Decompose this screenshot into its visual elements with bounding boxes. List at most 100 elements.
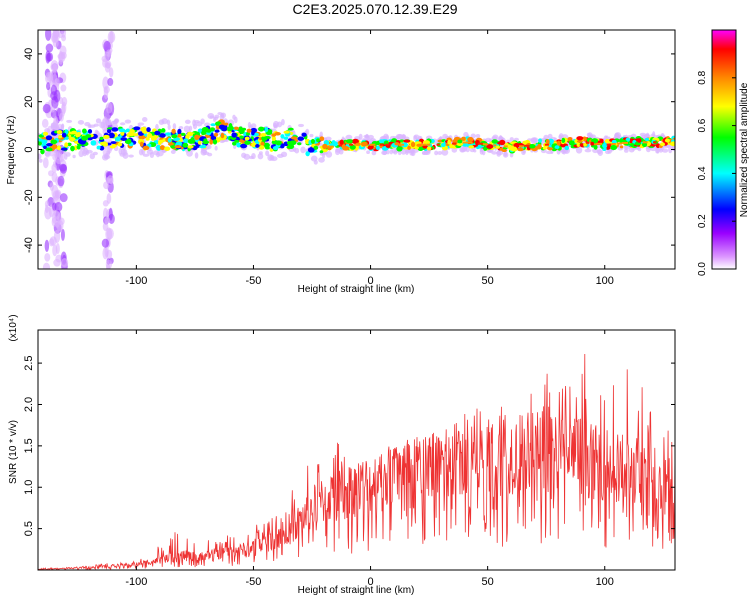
heatmap-halo [170,149,176,154]
heatmap-peak [493,144,497,147]
heatmap-cell [96,145,101,150]
heatmap-cell [138,135,146,140]
heatmap-blob [51,163,58,173]
heatmap-cell [201,126,209,133]
heatmap-cell [147,132,153,139]
heatmap-halo [298,123,304,128]
heatmap-halo [178,126,184,130]
heatmap-halo [243,153,251,160]
heatmap-cell [495,145,500,149]
heatmap-cell [461,136,466,142]
heatmap-cell [120,137,128,141]
heatmap-cell [611,139,617,145]
heatmap-halo [112,120,118,125]
heatmap-cell [322,143,328,150]
heatmap-cell [175,141,183,146]
heatmap-cell [75,132,81,138]
heatmap-blob [104,217,111,224]
heatmap-halo [158,119,165,126]
heatmap-cell [238,126,243,130]
y-tick-label: 40 [23,48,35,60]
heatmap-cell [56,129,63,135]
heatmap-cell [43,145,47,150]
heatmap-cell [287,143,295,150]
heatmap-blob [105,227,113,241]
heatmap-halo [597,149,604,156]
heatmap-peak [606,143,612,146]
heatmap-peak [328,145,334,148]
colorbar-tick-label: 0.8 [697,70,708,84]
heatmap-halo [309,133,314,138]
heatmap-peak [622,141,629,144]
heatmap-cell [342,146,350,151]
heatmap-blob [54,150,63,165]
heatmap-cell [64,142,69,148]
heatmap-peak [519,145,524,148]
heatmap-cell [194,134,200,141]
heatmap-halo [194,152,199,159]
heatmap-cell [590,141,595,146]
heatmap-cell [447,139,451,145]
heatmap-cell [407,145,411,150]
heatmap-cell [452,139,459,143]
heatmap-cell [367,145,374,150]
heatmap-halo [366,150,371,155]
heatmap-peak [379,143,384,146]
colorbar-tick-label: 0.6 [697,118,708,132]
heatmap-cell [244,140,251,145]
heatmap-cell [468,145,475,149]
heatmap-halo [50,122,58,129]
heatmap-cell [297,136,305,141]
heatmap-peak [642,141,648,144]
heatmap-halo [201,149,208,154]
y-tick-label: -40 [23,237,35,253]
heatmap-cell [102,141,109,147]
heatmap-cell [56,145,61,151]
x-tick-label: -50 [246,576,262,588]
heatmap-halo [124,119,132,124]
heatmap-cell [564,145,570,151]
heatmap-cell [180,132,186,136]
heatmap-blob [57,53,66,60]
heatmap-cell [90,140,97,146]
heatmap-peak [616,142,623,145]
heatmap-cell [576,139,583,143]
heatmap-blob [59,45,67,56]
heatmap-cell [186,131,193,137]
heatmap-blob [42,103,51,114]
heatmap-cell [70,145,75,152]
heatmap-halo [652,131,656,138]
heatmap-cell [619,145,624,149]
heatmap-cell [291,136,298,140]
snr-multiplier: (x10⁴) [8,314,19,341]
heatmap-halo [85,149,90,156]
heatmap-cell [197,140,202,145]
heatmap-cell [61,132,67,138]
heatmap-cell [568,140,575,146]
heatmap-halo [257,153,264,160]
heatmap-peak [477,142,484,145]
heatmap-cell [313,145,319,150]
heatmap-peak [421,143,426,146]
heatmap-halo [155,123,159,131]
heatmap-blob [109,31,114,44]
x-tick-label: -50 [246,275,262,287]
heatmap-blob [101,238,110,248]
x-tick-label: 0 [367,576,373,588]
x-tick-label: 50 [482,576,494,588]
heatmap-cell [174,145,182,149]
heatmap-blob [103,40,111,52]
heatmap-halo [442,133,448,140]
heatmap-halo [558,133,564,140]
heatmap-cell [297,142,302,146]
heatmap-cell [522,140,528,145]
heatmap-cell [579,143,585,147]
heatmap-halo [258,151,263,155]
heatmap-cell [111,127,119,132]
heatmap-halo [209,115,215,119]
heatmap-peak [385,143,389,146]
heatmap-halo [502,151,509,158]
heatmap-blob [52,39,59,48]
heatmap-cell [210,123,216,127]
heatmap-peak [482,143,489,146]
